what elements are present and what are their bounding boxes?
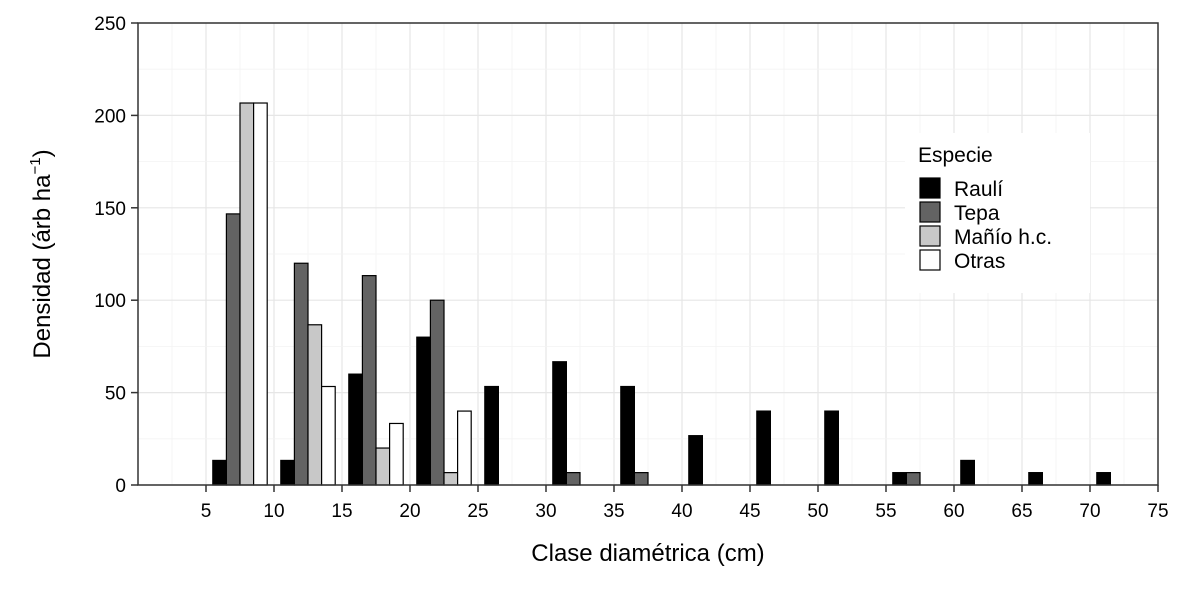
bar (457, 410, 472, 486)
x-tick-label: 30 (535, 501, 556, 522)
x-tick-label: 20 (399, 501, 420, 522)
bar (688, 435, 703, 486)
bar (565, 472, 581, 486)
x-tick-label: 45 (739, 501, 760, 522)
bar (389, 422, 404, 486)
x-tick-label: 75 (1147, 501, 1168, 522)
legend-swatch (919, 225, 941, 247)
x-tick-label: 65 (1011, 501, 1032, 522)
x-axis: 5 10 15 20 25 30 35 40 45 50 55 60 65 70 75 (201, 485, 1169, 522)
x-tick-label: 60 (943, 501, 964, 522)
bar (1096, 472, 1112, 486)
bar (443, 472, 459, 486)
bar (1028, 472, 1044, 486)
bar (253, 102, 268, 486)
bar (212, 459, 228, 486)
x-tick-label: 25 (467, 501, 488, 522)
bar (307, 324, 323, 486)
bar (375, 447, 391, 486)
bar (239, 102, 255, 486)
bar (416, 336, 431, 486)
x-tick-label: 40 (671, 501, 692, 522)
bar (824, 410, 839, 486)
bar (225, 213, 241, 486)
y-tick-label: 0 (115, 476, 126, 497)
bar (348, 373, 363, 486)
x-tick-label: 35 (603, 501, 624, 522)
legend-label: Tepa (954, 202, 1000, 225)
x-axis-title: Clase diamétrica (cm) (531, 540, 764, 567)
bar (429, 299, 445, 486)
bar (361, 275, 377, 486)
legend-swatch (919, 177, 941, 199)
y-axis-title: Densidad (árb ha−1) (27, 149, 56, 358)
y-axis-title-superscript: −1 (27, 157, 44, 174)
bar (620, 385, 635, 486)
y-tick-label: 150 (94, 199, 126, 220)
x-tick-label: 70 (1079, 501, 1100, 522)
legend-swatch (919, 249, 941, 271)
y-axis: 0 50 100 150 200 250 (94, 14, 138, 497)
bar (293, 262, 309, 486)
bar (280, 459, 295, 486)
y-axis-title-main: Densidad (árb ha (29, 174, 56, 359)
legend-swatch (919, 201, 941, 223)
x-tick-label: 50 (807, 501, 828, 522)
y-tick-label: 200 (94, 106, 126, 127)
bar (756, 410, 771, 486)
bar (552, 361, 567, 486)
y-tick-label: 50 (105, 384, 126, 405)
bar (321, 385, 336, 486)
bar (484, 385, 499, 486)
x-tick-label: 55 (875, 501, 896, 522)
y-axis-title-close: ) (29, 149, 56, 157)
plot-border (137, 22, 1159, 486)
bar (960, 459, 975, 486)
legend-title: Especie (918, 144, 993, 167)
y-tick-label: 100 (94, 291, 126, 312)
y-tick-label: 250 (94, 14, 126, 35)
legend-label: Mañío h.c. (954, 226, 1052, 249)
legend-label: Otras (954, 250, 1005, 273)
x-tick-label: 15 (331, 501, 352, 522)
bar (892, 472, 907, 486)
bars (212, 102, 1112, 486)
bar (905, 472, 921, 486)
legend-label: Raulí (954, 178, 1003, 201)
x-tick-label: 5 (201, 501, 212, 522)
x-tick-label: 10 (263, 501, 284, 522)
bar (633, 472, 649, 486)
